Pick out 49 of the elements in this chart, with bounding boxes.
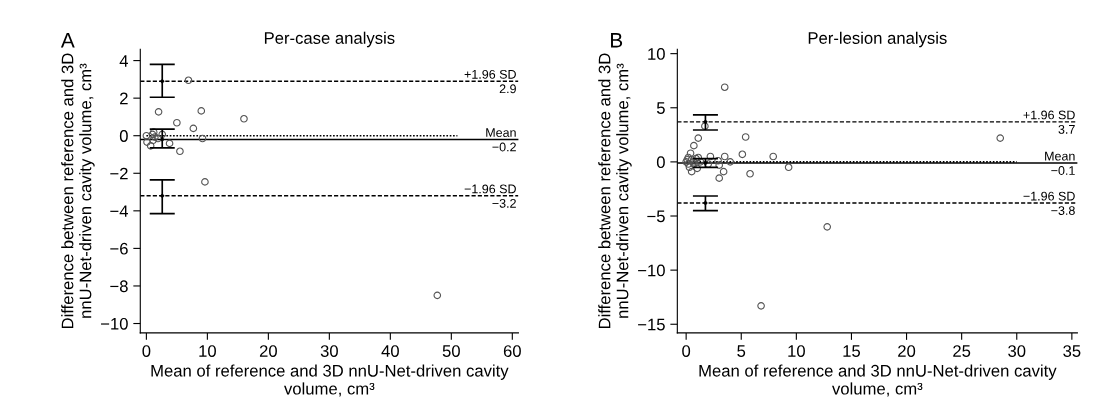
ref-line-label: −1.96 SD [1023, 191, 1075, 201]
x-axis-title: Mean of reference and 3D nnU-Net-driven cavity volume, cm³ [151, 364, 509, 397]
x-tick-label: 0 [142, 345, 151, 357]
x-tick-label: 20 [259, 345, 277, 357]
x-tick-label: 25 [953, 345, 971, 357]
annotation: 3.7 [1058, 124, 1075, 134]
chart-title: Per-lesion analysis [808, 31, 947, 48]
y-tick-label: 0 [656, 156, 665, 169]
y-tick-label: −4 [110, 205, 128, 217]
x-tick-label: 0 [682, 345, 691, 357]
x-tick-label: 5 [737, 345, 746, 357]
x-tick-label: 60 [503, 345, 521, 357]
y-tick-label: 4 [119, 55, 128, 67]
ref-line-label: +1.96 SD [1023, 110, 1075, 120]
ref-line-label: +1.96 SD [464, 69, 516, 79]
annotation: −0.2 [492, 142, 516, 152]
y-axis-title: Difference between reference and 3D nnU-Net-driven cavity volume, cm³ [598, 53, 632, 329]
annotation: 2.9 [499, 84, 516, 94]
y-axis-title: Difference between reference and 3D nnU-Net-driven cavity volume, cm³ [61, 53, 95, 329]
annotation: −3.8 [1051, 206, 1075, 215]
x-tick-label: 30 [320, 345, 338, 357]
chart-title: Per-case analysis [264, 31, 395, 48]
y-tick-label: 5 [656, 102, 665, 114]
x-tick-label: 15 [843, 345, 861, 357]
y-tick-label: 10 [648, 48, 665, 60]
x-tick-label: 10 [199, 345, 216, 357]
y-tick-label: −2 [110, 167, 128, 180]
annotation: −0.1 [1051, 166, 1075, 175]
x-tick-label: 50 [442, 345, 460, 357]
x-tick-label: 30 [1008, 345, 1026, 357]
x-tick-label: 35 [1063, 345, 1081, 357]
y-tick-label: −6 [110, 242, 128, 255]
ref-line-label: Mean [486, 128, 516, 137]
y-tick-label: −10 [101, 317, 128, 330]
x-axis-title: Mean of reference and 3D nnU-Net-driven cavity volume, cm³ [699, 364, 1057, 397]
ref-line-label: Mean [1045, 151, 1075, 161]
y-tick-label: −15 [638, 318, 665, 331]
annotation: −3.2 [492, 198, 516, 208]
y-tick-label: 0 [119, 130, 128, 142]
x-tick-label: 20 [898, 345, 916, 357]
x-tick-label: 40 [381, 345, 399, 357]
y-tick-label: 2 [120, 92, 128, 105]
y-tick-label: −10 [638, 264, 665, 277]
ref-line-label: −1.96 SD [464, 184, 516, 194]
text: A [60, 33, 75, 48]
x-tick-label: 10 [788, 345, 805, 357]
text: B [611, 33, 623, 48]
y-tick-label: −5 [647, 210, 665, 223]
y-tick-label: −8 [110, 280, 128, 293]
